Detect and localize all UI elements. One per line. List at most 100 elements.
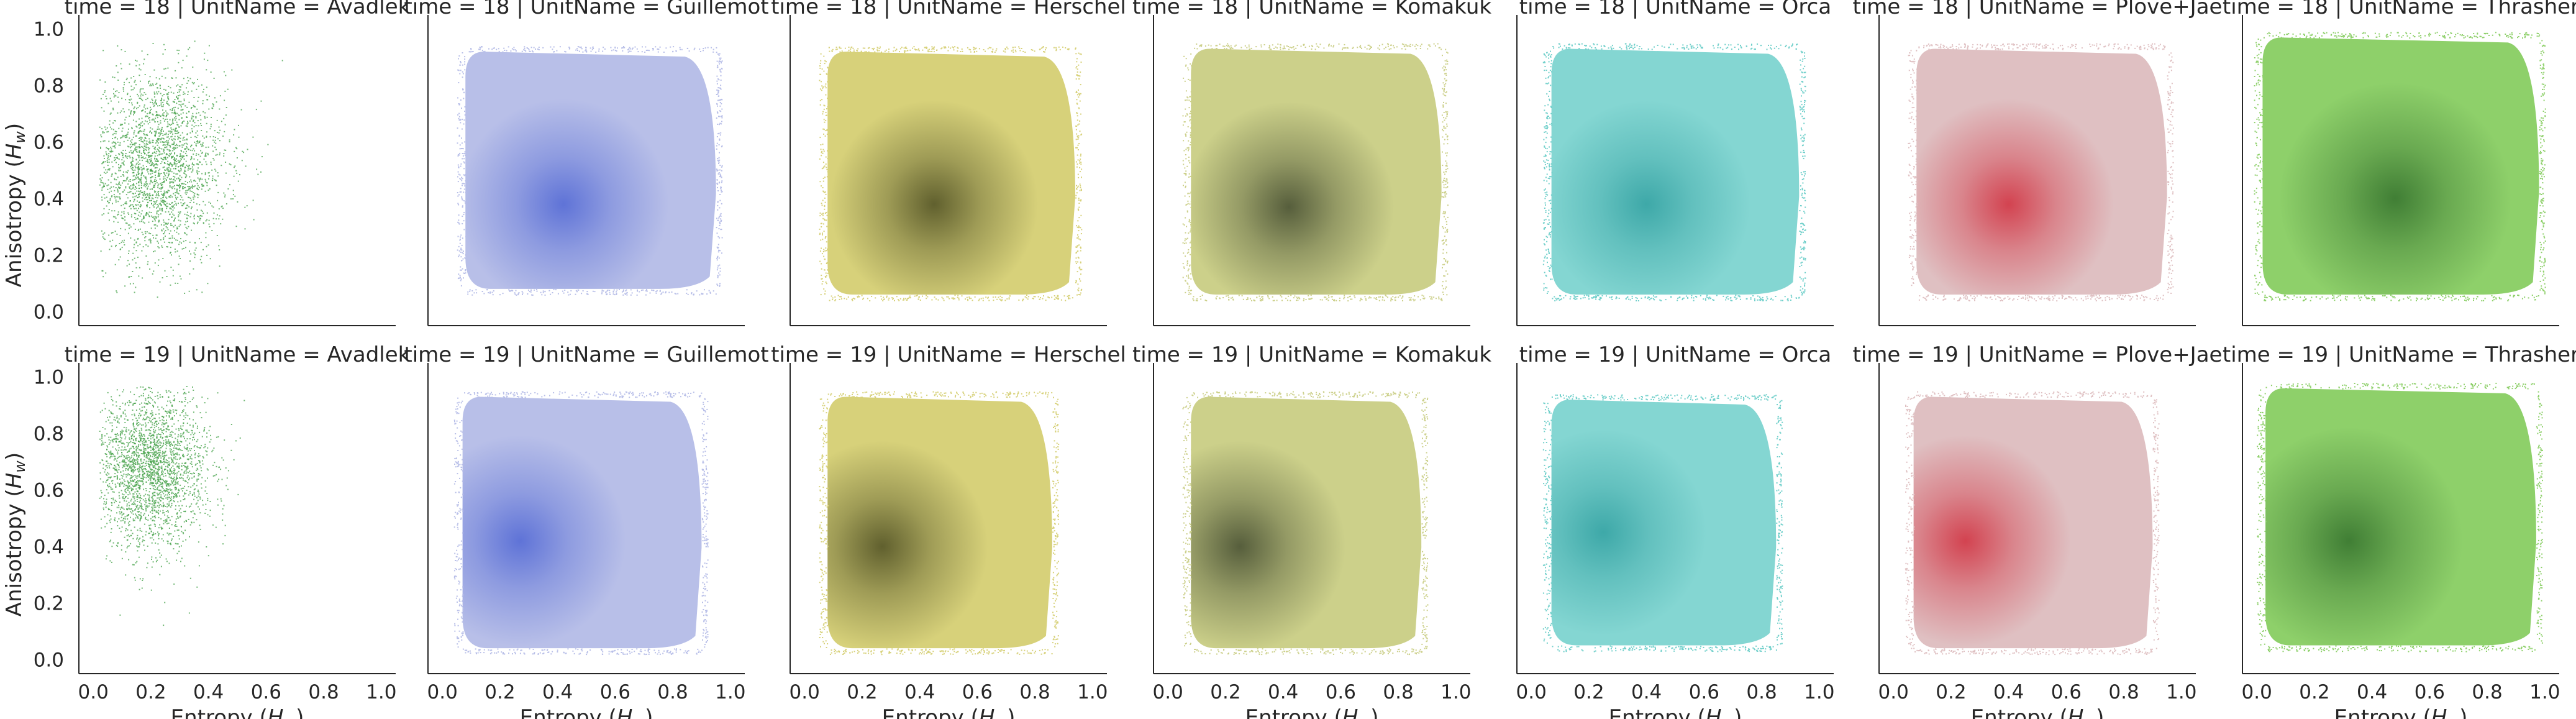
scatter-point — [821, 204, 823, 206]
scatter-point — [1546, 52, 1548, 53]
scatter-point — [1191, 147, 1193, 149]
scatter-point — [827, 269, 829, 271]
scatter-point — [153, 152, 155, 153]
scatter-point — [1546, 93, 1548, 95]
scatter-point — [1296, 298, 1298, 299]
scatter-point — [835, 47, 837, 48]
scatter-point — [1549, 55, 1551, 57]
scatter-point — [1080, 246, 1081, 248]
scatter-point — [1188, 173, 1190, 175]
scatter-point — [462, 178, 463, 180]
scatter-point — [864, 51, 866, 53]
scatter-point — [201, 125, 203, 126]
scatter-point — [117, 96, 119, 98]
scatter-point — [140, 181, 142, 183]
scatter-point — [1033, 298, 1034, 300]
scatter-point — [459, 191, 461, 193]
scatter-point — [717, 87, 719, 89]
scatter-point — [1188, 232, 1190, 234]
scatter-point — [655, 292, 657, 294]
scatter-point — [1442, 93, 1444, 95]
scatter-point — [181, 156, 183, 158]
scatter-point — [1331, 45, 1332, 47]
scatter-point — [908, 296, 910, 298]
scatter-point — [1560, 299, 1562, 301]
scatter-point — [178, 219, 180, 221]
scatter-point — [1078, 199, 1080, 201]
scatter-point — [1368, 297, 1370, 299]
scatter-point — [706, 293, 708, 295]
scatter-point — [1545, 275, 1547, 277]
scatter-point — [1804, 289, 1806, 291]
scatter-point — [637, 290, 639, 292]
scatter-point — [184, 171, 186, 173]
scatter-point — [142, 156, 144, 158]
scatter-point — [1442, 165, 1444, 167]
scatter-point — [462, 148, 464, 150]
scatter-point — [1077, 173, 1079, 175]
scatter-point — [1078, 89, 1079, 91]
scatter-point — [826, 219, 827, 221]
scatter-point — [142, 277, 143, 279]
scatter-point — [719, 199, 721, 201]
scatter-point — [178, 211, 180, 213]
scatter-point — [1447, 204, 1449, 206]
scatter-point — [1626, 297, 1628, 298]
scatter-point — [225, 75, 227, 76]
scatter-point — [1731, 48, 1732, 50]
scatter-point — [212, 218, 214, 219]
scatter-point — [1412, 44, 1414, 46]
scatter-point — [926, 295, 927, 296]
scatter-point — [117, 176, 119, 178]
scatter-point — [1188, 196, 1190, 198]
scatter-point — [1184, 240, 1186, 242]
scatter-point — [1235, 44, 1237, 46]
scatter-point — [717, 277, 719, 278]
scatter-point — [1188, 251, 1190, 253]
scatter-point — [821, 268, 822, 270]
scatter-point — [1547, 177, 1549, 179]
scatter-point — [191, 118, 193, 120]
scatter-point — [156, 167, 158, 168]
scatter-point — [152, 128, 153, 130]
scatter-point — [826, 176, 828, 178]
scatter-point — [150, 155, 152, 157]
scatter-point — [1581, 43, 1583, 45]
scatter-point — [717, 236, 719, 237]
scatter-point — [460, 247, 462, 249]
scatter-point — [139, 267, 140, 268]
scatter-point — [1226, 295, 1227, 297]
scatter-point — [147, 112, 148, 114]
scatter-point — [174, 157, 175, 159]
scatter-point — [896, 48, 898, 50]
scatter-point — [701, 293, 703, 295]
scatter-point — [120, 63, 122, 65]
scatter-point — [132, 89, 134, 91]
scatter-point — [110, 100, 112, 102]
scatter-point — [106, 196, 107, 198]
scatter-point — [143, 218, 145, 219]
scatter-point — [1560, 298, 1562, 300]
scatter-point — [1442, 213, 1444, 214]
scatter-point — [180, 258, 181, 259]
scatter-point — [1045, 300, 1047, 301]
scatter-point — [1445, 171, 1447, 173]
scatter-point — [916, 295, 918, 296]
scatter-point — [167, 222, 169, 224]
scatter-point — [826, 168, 828, 170]
scatter-point — [634, 46, 636, 48]
scatter-point — [1571, 44, 1573, 46]
scatter-point — [953, 49, 955, 51]
scatter-point — [143, 129, 145, 131]
scatter-point — [464, 58, 466, 60]
scatter-point — [140, 190, 142, 192]
scatter-point — [822, 187, 824, 188]
scatter-point — [132, 204, 134, 206]
scatter-point — [458, 255, 460, 257]
scatter-point — [171, 122, 173, 124]
scatter-point — [1577, 295, 1578, 297]
scatter-point — [460, 165, 462, 167]
scatter-point — [175, 164, 177, 166]
scatter-point — [191, 163, 193, 165]
scatter-point — [198, 96, 199, 98]
